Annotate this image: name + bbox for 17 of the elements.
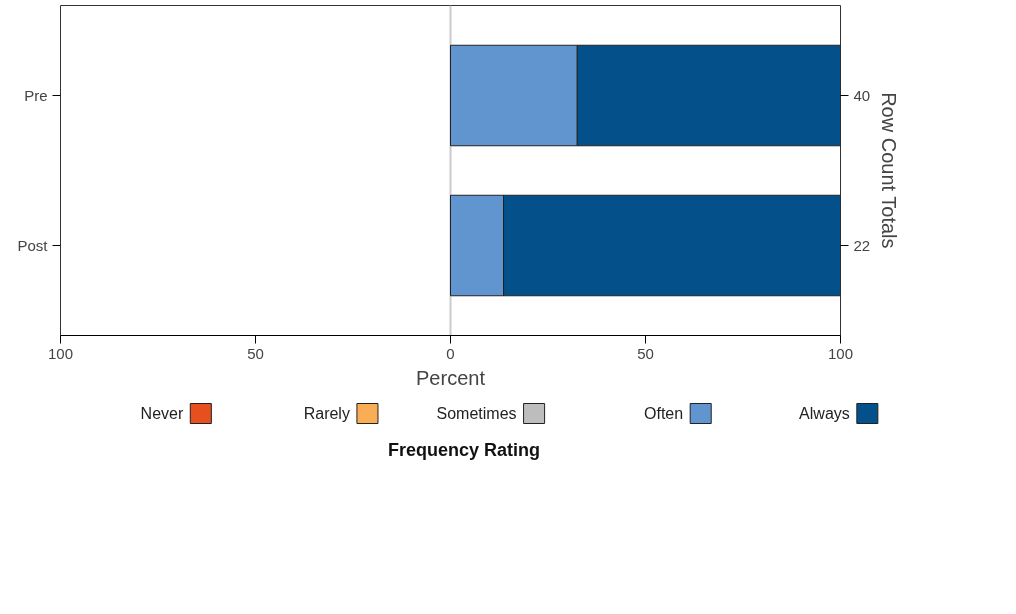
x-tick-label: 50 [637,344,654,362]
x-axis-title: Percent [416,366,486,389]
legend-label: Sometimes [436,405,517,422]
x-tick-label: 100 [47,344,74,362]
legend-label: Often [644,405,684,422]
legend-title: Frequency Rating [387,439,540,460]
legend-label: Rarely [303,405,350,422]
legend-label: Always [799,405,850,422]
x-tick-label: 0 [446,344,455,362]
text: 22 [853,236,871,254]
legend-label: Never [140,405,184,422]
text: 40 [853,86,871,104]
y-tick-label: Pre [24,87,48,104]
x-tick-label: 100 [827,344,854,362]
y2-axis-title: Row Count Totals [878,92,901,249]
x-tick-label: 50 [247,344,264,362]
y-tick-label: Post [17,237,49,254]
